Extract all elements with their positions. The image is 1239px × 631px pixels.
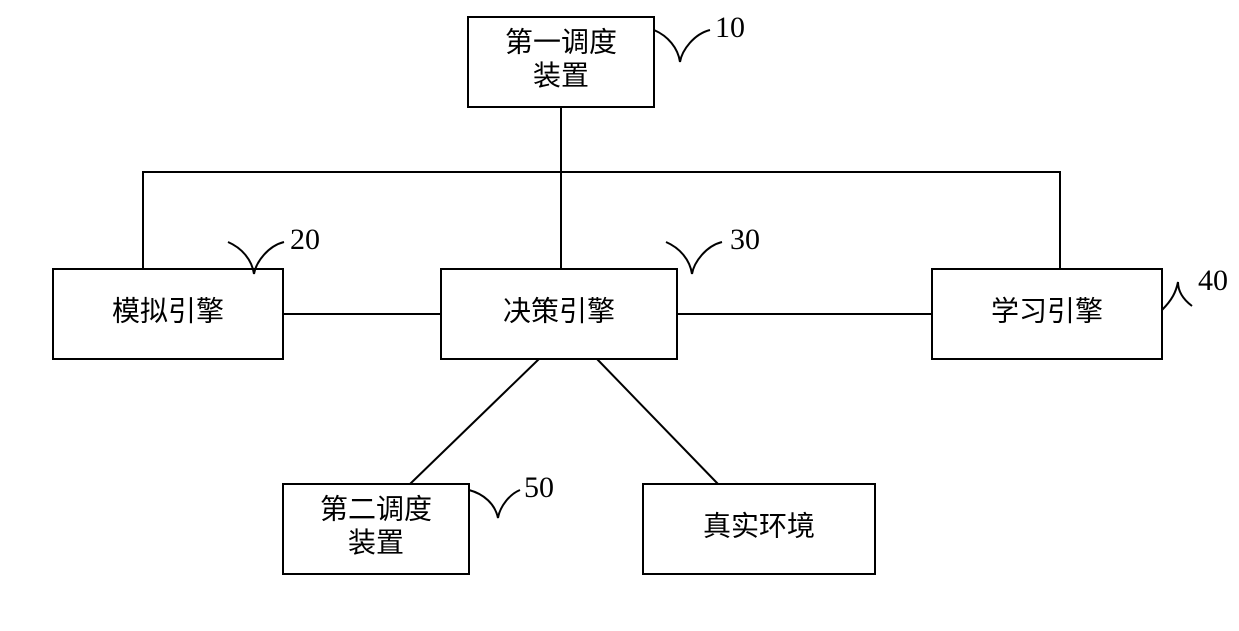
callouts-layer: 10 20 30 40 50	[228, 11, 1228, 518]
callout-n20: 20	[228, 223, 320, 274]
callout-curve-n40	[1162, 282, 1192, 310]
node-n30: 决策引擎	[441, 269, 677, 359]
node-label-n40-line0: 学习引擎	[991, 295, 1103, 327]
node-label-n20-line0: 模拟引擎	[112, 295, 224, 327]
edge-n10-left-n20	[143, 172, 561, 269]
diagram-canvas: 第一调度装置模拟引擎决策引擎学习引擎第二调度装置真实环境 1020304050	[0, 0, 1239, 631]
node-n10: 第一调度装置	[468, 17, 654, 107]
callout-n10: 10	[654, 11, 745, 62]
node-label-n50-line1: 装置	[348, 527, 404, 559]
node-label-nEnv-line0: 真实环境	[703, 510, 815, 542]
node-n50: 第二调度装置	[283, 484, 469, 574]
node-n40: 学习引擎	[932, 269, 1162, 359]
callout-curve-n50	[469, 490, 520, 518]
node-label-n10-line1: 装置	[533, 60, 589, 92]
edge-n30-nEnv	[597, 359, 718, 484]
edge-n10-right-n40	[561, 172, 1060, 269]
callout-label-n10: 10	[715, 11, 745, 44]
callout-label-n30: 30	[730, 223, 760, 256]
callout-n30: 30	[666, 223, 760, 274]
callout-curve-n10	[654, 30, 710, 62]
callout-label-n20: 20	[290, 223, 320, 256]
callout-label-n40: 40	[1198, 264, 1228, 297]
callout-n50: 50	[469, 471, 554, 518]
node-n20: 模拟引擎	[53, 269, 283, 359]
node-label-n30-line0: 决策引擎	[503, 295, 615, 327]
nodes-layer: 第一调度装置模拟引擎决策引擎学习引擎第二调度装置真实环境	[53, 17, 1162, 574]
callout-n40: 40	[1162, 264, 1228, 310]
node-label-n50-line0: 第二调度	[320, 494, 432, 526]
node-label-n10-line0: 第一调度	[505, 27, 617, 59]
node-nEnv: 真实环境	[643, 484, 875, 574]
callout-label-n50: 50	[524, 471, 554, 504]
edge-n30-n50	[410, 359, 539, 484]
